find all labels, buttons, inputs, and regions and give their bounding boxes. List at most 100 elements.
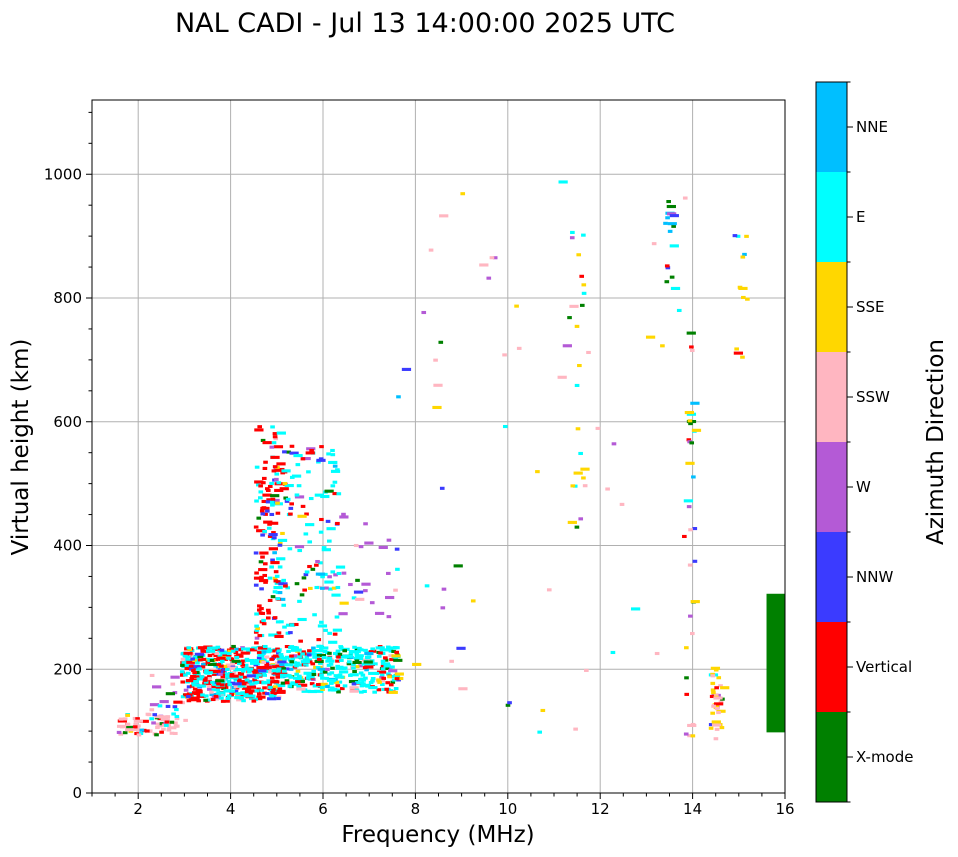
echo-point-e (376, 654, 382, 658)
echo-point-nnw (665, 266, 671, 270)
echo-point-e (281, 469, 291, 473)
echo-point-sse (714, 705, 720, 709)
echo-point-e (306, 470, 311, 474)
echo-point-vertical (216, 656, 226, 660)
echo-point-w (440, 606, 446, 610)
echo-point-sse (282, 481, 288, 486)
echo-point-vertical (207, 675, 212, 679)
colorbar: X-mode Vertical NNW W SSW SSE E NNE (815, 81, 913, 803)
echo-point-e (269, 694, 275, 698)
echo-point-e (297, 655, 302, 659)
echo-point-x-mode (215, 679, 225, 683)
echo-point-e (314, 493, 324, 497)
echo-point-vertical (682, 534, 687, 539)
echo-point-w (578, 517, 584, 521)
colorbar-tick-label: X-mode (856, 748, 913, 766)
echo-point-nnw (278, 582, 288, 586)
echo-point-e (312, 655, 317, 659)
echo-point-nnw (282, 450, 287, 454)
echo-point-ssw (687, 723, 697, 728)
echo-point-vertical (191, 691, 197, 695)
echo-point-x-mode (231, 659, 241, 663)
echo-point-vertical (193, 691, 203, 696)
echo-point-vertical (284, 644, 290, 649)
echo-point-vertical (265, 488, 271, 493)
echo-point-ssw (165, 715, 171, 719)
echo-point-e (388, 689, 394, 693)
echo-point-ssw (118, 732, 124, 736)
echo-point-ssw (169, 731, 175, 735)
echo-point-w (421, 310, 427, 315)
echo-point-e (370, 676, 376, 681)
echo-point-e (289, 475, 295, 479)
echo-point-e (286, 649, 291, 653)
echo-point-vertical (261, 622, 267, 626)
echo-point-vertical (210, 697, 216, 702)
echo-point-e (379, 648, 389, 652)
echo-point-vertical (164, 720, 170, 724)
echo-point-e (326, 452, 331, 456)
echo-point-nnw (272, 536, 277, 540)
echo-point-nnw (257, 669, 267, 673)
echo-point-nne (247, 680, 253, 684)
echo-point-e (243, 663, 249, 667)
echo-point-x-mode (342, 649, 347, 653)
echo-point-e (300, 652, 305, 656)
echo-point-vertical (183, 693, 193, 697)
colorbar-swatch-nnw (816, 532, 847, 622)
echo-point-e (274, 574, 280, 578)
echo-point-vertical (270, 455, 280, 459)
x-tick-label: 6 (318, 800, 328, 818)
echo-point-vertical (139, 719, 149, 723)
echo-point-vertical (259, 607, 264, 611)
echo-point-ssw (209, 690, 214, 694)
echo-point-w (292, 654, 298, 658)
echo-point-e (217, 654, 223, 658)
echo-point-vertical (271, 671, 277, 675)
echo-point-sse (690, 600, 700, 604)
echo-point-vertical (381, 676, 387, 680)
echo-point-e (279, 655, 285, 659)
echo-point-vertical (270, 680, 280, 684)
echo-point-e (327, 631, 332, 635)
echo-point-vertical (229, 657, 235, 662)
echo-point-vertical (273, 690, 279, 695)
echo-point-vertical (309, 448, 314, 453)
echo-point-vertical (256, 695, 266, 699)
echo-point-ssw (713, 696, 723, 700)
echo-point-sse (577, 363, 582, 368)
echo-point-e (270, 425, 275, 429)
echo-point-vertical (289, 444, 295, 448)
echo-point-w (363, 589, 368, 593)
echo-point-e (268, 685, 273, 689)
echo-point-w (369, 601, 375, 605)
y-tick-label: 1000 (44, 165, 82, 183)
echo-point-e (222, 672, 232, 676)
echo-point-ssw (595, 426, 601, 430)
echo-point-e (181, 661, 187, 665)
echo-point-vertical (220, 699, 226, 703)
echo-point-ssw (136, 729, 141, 733)
echo-point-e (182, 654, 188, 658)
echo-point-ssw (173, 724, 179, 728)
echo-point-e (334, 615, 340, 619)
echo-point-w (306, 447, 316, 451)
y-axis-label: Virtual height (km) (8, 339, 34, 556)
echo-point-e (240, 669, 246, 673)
echo-point-e (335, 675, 345, 679)
echo-point-vertical (269, 657, 274, 661)
echo-point-e (378, 646, 384, 650)
echo-point-e (223, 689, 233, 693)
echo-point-e (293, 454, 303, 458)
echo-point-ssw (711, 704, 716, 708)
echo-point-sse (738, 286, 748, 290)
echo-point-vertical (238, 648, 244, 652)
echo-point-x-mode (180, 663, 185, 667)
echo-point-vertical (300, 457, 306, 461)
echo-point-e (262, 644, 268, 649)
echo-point-vertical (336, 655, 341, 659)
echo-point-e (320, 676, 325, 680)
echo-point-sse (711, 691, 716, 695)
echo-point-e (349, 673, 359, 677)
